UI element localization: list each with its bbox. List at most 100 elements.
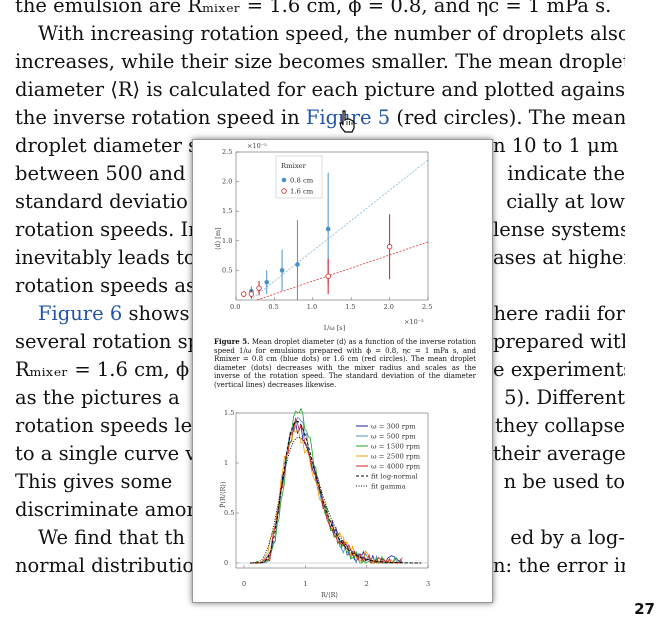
text-fragment: cially at low bbox=[506, 190, 625, 213]
chart2-x-label: R/⟨R⟩ bbox=[321, 591, 338, 599]
legend-marker-blue bbox=[281, 177, 287, 183]
text-line: inevitably leads to bbox=[15, 246, 196, 269]
text-line: several rotation sp bbox=[15, 330, 201, 353]
chart1-y-label: ⟨d⟩ [m] bbox=[214, 227, 222, 250]
chart2-x-tick-label: 1 bbox=[303, 580, 307, 588]
text-fragment: here radii for bbox=[493, 302, 625, 325]
text-line: droplet diameter s bbox=[15, 134, 199, 157]
chart1-y-multiplier: ×10⁻⁵ bbox=[247, 142, 267, 150]
chart1-x-tick-label: 0.5 bbox=[268, 303, 278, 311]
data-point-red bbox=[240, 291, 247, 297]
blue-fit-line bbox=[252, 159, 429, 299]
chart1-y-tick-label: 2.0 bbox=[222, 178, 232, 186]
text-line: Rₘᵢₓₑᵣ = 1.6 cm, ϕ bbox=[15, 358, 190, 381]
text-fragment: e experiments bbox=[493, 358, 625, 381]
text-line: rotation speeds. In bbox=[15, 218, 201, 241]
figure-preview-popup[interactable]: 0.0 0.5 1.0 1.5 2.0 2.5 0.5 1.0 1.5 2.0 2.5 Rmixer… bbox=[192, 139, 493, 603]
chart2-legend-entry: ω = 300 rpm bbox=[371, 423, 416, 431]
chart2-legend-entry: fit gamma bbox=[371, 483, 406, 491]
chart2-y-label: P̃(R/⟨R⟩) bbox=[219, 481, 227, 508]
chart1-legend-entry: 0.8 cm bbox=[290, 177, 314, 185]
text-line: increases, while their size becomes smal… bbox=[15, 50, 625, 73]
text-line: normal distributio bbox=[15, 554, 195, 577]
text-fragment: prepared with bbox=[493, 330, 625, 353]
text-line: rotation speeds lea bbox=[15, 414, 204, 437]
text-line: diameter ⟨R⟩ is calculated for each pict… bbox=[15, 78, 625, 101]
legend-marker-red bbox=[281, 188, 287, 194]
text-fragment: n: the error in bbox=[493, 554, 625, 577]
chart2-x-tick-label: 3 bbox=[426, 580, 430, 588]
chart1-x-label: 1/ω [s] bbox=[323, 324, 345, 332]
chart1-x-tick-label: 1.0 bbox=[307, 303, 317, 311]
text-fragment: n 10 to 1 μm bbox=[493, 134, 619, 157]
chart2-frame bbox=[235, 412, 429, 569]
text-fragment: they collapse bbox=[495, 414, 625, 437]
text-line: This gives some bbox=[15, 470, 173, 493]
chart1-y-tick-label: 0.5 bbox=[222, 266, 232, 274]
chart2-x-tick-label: 2 bbox=[365, 580, 369, 588]
text-fragment: ed by a log- bbox=[510, 526, 625, 549]
fit-lognormal-curve bbox=[250, 421, 422, 564]
chart2-y-tick-label: 1 bbox=[224, 459, 228, 467]
chart2-y-tick-label: 0 bbox=[224, 559, 228, 567]
chart1-y-tick-label: 2.5 bbox=[222, 148, 232, 156]
chart1-x-tick-label: 0.0 bbox=[230, 303, 240, 311]
chart2-legend-entry: ω = 1500 rpm bbox=[371, 443, 421, 451]
data-point-blue bbox=[325, 226, 331, 232]
chart2-legend-entry: ω = 2500 rpm bbox=[371, 453, 421, 461]
figure-6-link[interactable]: Figure 6 bbox=[38, 302, 123, 325]
text-segment: the inverse rotation speed in bbox=[15, 106, 300, 129]
text-line: between 500 and bbox=[15, 162, 186, 185]
chart1-legend-entry: 1.6 cm bbox=[290, 188, 314, 196]
text-line: the inverse rotation speed in Figure 5 (… bbox=[15, 104, 625, 132]
figure-svg: 0.0 0.5 1.0 1.5 2.0 2.5 0.5 1.0 1.5 2.0 2.5 Rmixer… bbox=[214, 142, 432, 599]
chart2-y-tick-label: 1.5 bbox=[224, 409, 234, 417]
chart2-legend-entry: ω = 500 rpm bbox=[371, 433, 416, 441]
chart1-legend-title: Rmixer bbox=[281, 162, 307, 170]
hand-cursor-icon bbox=[339, 110, 355, 133]
text-segment: (red circles). The mean bbox=[396, 106, 625, 129]
data-point-blue bbox=[295, 262, 300, 267]
chart1-x-tick-label: 2.5 bbox=[422, 303, 432, 311]
figure-5-link[interactable]: Figure 5 bbox=[305, 106, 391, 129]
text-line: rotation speeds as bbox=[15, 274, 196, 297]
chart1-x-tick-label: 2.0 bbox=[384, 303, 394, 311]
chart1-x-multiplier: ×10⁻³ bbox=[404, 318, 424, 326]
text-line: Figure 6 shows bbox=[38, 300, 625, 328]
chart2-legend-entry: ω = 4000 rpm bbox=[371, 463, 421, 471]
chart1-frame bbox=[235, 151, 429, 301]
text-fragment: 5). Different bbox=[504, 386, 625, 409]
page-number: 27 bbox=[634, 600, 655, 618]
chart1-y-tick-label: 1.5 bbox=[222, 207, 232, 215]
data-point-blue bbox=[264, 279, 270, 285]
text-fragment: ases at higher bbox=[493, 246, 625, 269]
data-point-red bbox=[325, 273, 331, 280]
data-point-red bbox=[256, 285, 262, 291]
text-line: standard deviatio bbox=[15, 190, 188, 213]
chart2-y-tick-label: 0.5 bbox=[224, 509, 234, 517]
chart1-legend-box bbox=[275, 155, 323, 199]
chart1-x-tick-label: 1.5 bbox=[345, 303, 355, 311]
caption-label: Figure 5. bbox=[214, 337, 250, 346]
text-line: With increasing rotation speed, the numb… bbox=[38, 22, 625, 45]
text-line: We find that th bbox=[38, 526, 185, 549]
data-point-blue bbox=[279, 268, 285, 273]
text-segment: shows bbox=[128, 302, 190, 325]
text-fragment: indicate the bbox=[507, 162, 625, 185]
chart1-y-tick-label: 1.0 bbox=[222, 237, 232, 245]
chart2-legend-entry: fit log-normal bbox=[371, 473, 418, 481]
figure-caption: Figure 5. Mean droplet diameter ⟨d⟩ as a… bbox=[214, 337, 476, 390]
caption-text: Mean droplet diameter ⟨d⟩ as a function … bbox=[214, 338, 476, 389]
data-point-red bbox=[386, 244, 393, 250]
fit-gamma-curve bbox=[250, 436, 422, 564]
text-fragment: lense systems bbox=[493, 218, 625, 241]
chart2-legend: ω = 300 rpm ω = 500 rpm ω = 1500 rpm ω =… bbox=[356, 423, 421, 491]
text-line: discriminate amon bbox=[15, 498, 200, 521]
text-line: to a single curve v bbox=[15, 442, 197, 465]
text-fragment: their average. bbox=[493, 442, 625, 465]
text-line: as the pictures a bbox=[15, 386, 180, 409]
text-line: the emulsion are Rₘᵢₓₑᵣ = 1.6 cm, ϕ = 0.… bbox=[15, 0, 612, 17]
data-point-red bbox=[248, 291, 255, 297]
chart2-x-tick-label: 0 bbox=[242, 580, 246, 588]
text-fragment: n be used to bbox=[503, 470, 625, 493]
